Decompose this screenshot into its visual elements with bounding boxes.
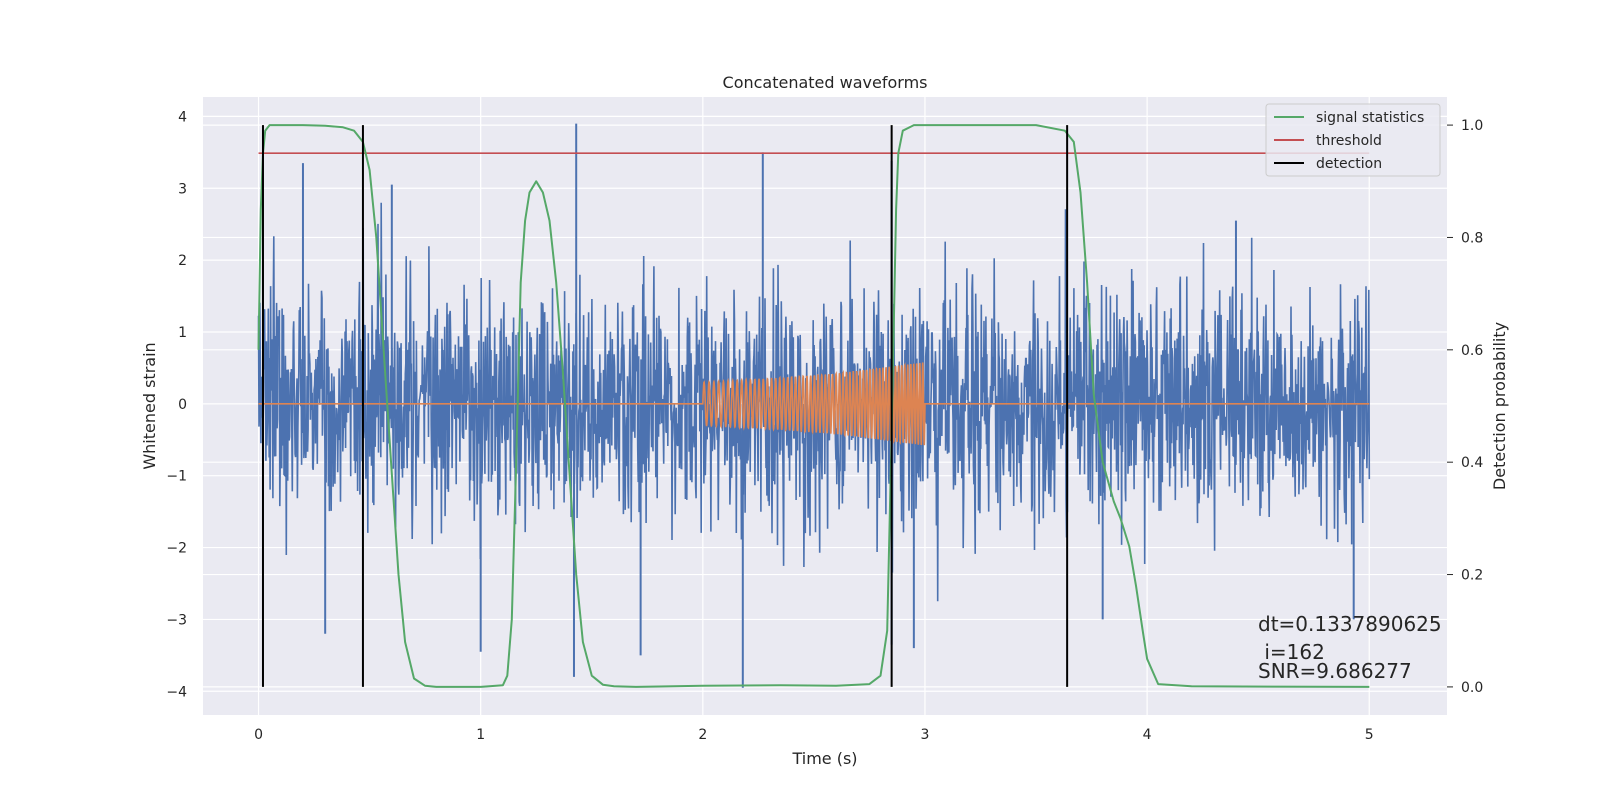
y2-tick-label: 1.0 <box>1461 118 1483 134</box>
x-tick-label: 3 <box>921 727 930 743</box>
injected-series <box>258 362 1370 446</box>
y2-tick-label: 0.4 <box>1461 455 1483 471</box>
y-tick-label: 2 <box>178 253 187 269</box>
axes: 0 1 2 3 4 5 −4 −3 −2 −1 0 1 2 3 4 0.0 0.2 0.4 0.6 0.8 1.0 <box>166 109 1483 743</box>
chart-title: Concatenated waveforms <box>723 73 928 92</box>
x-tick-label: 1 <box>476 727 485 743</box>
x-tick-label: 4 <box>1143 727 1152 743</box>
y2-tick-label: 0.0 <box>1461 680 1483 696</box>
signal-statistics-series <box>257 124 1370 688</box>
x-tick-label: 2 <box>698 727 707 743</box>
legend-box <box>1265 103 1441 177</box>
y-tick-label: 1 <box>178 325 187 341</box>
y2-tick-label: 0.8 <box>1461 230 1483 246</box>
legend-label-threshold: threshold <box>1316 133 1382 149</box>
y-tick-label: −2 <box>166 541 187 557</box>
legend: signal statistics threshold detection <box>1265 103 1441 177</box>
y-tick-label: 3 <box>178 181 187 197</box>
annotation-dt: dt=0.1337890625 <box>1258 612 1442 636</box>
y-tick-label: −1 <box>166 469 187 485</box>
x-tick-label: 0 <box>254 727 263 743</box>
y-tick-label: 4 <box>178 109 187 125</box>
y2-tick-label: 0.6 <box>1461 343 1483 359</box>
y-tick-label: −3 <box>166 612 187 628</box>
legend-label-detection: detection <box>1316 156 1382 172</box>
y-tick-label: 0 <box>178 397 187 413</box>
y-tick-label: −4 <box>166 684 187 700</box>
y2-axis-label: Detection probability <box>1490 322 1509 490</box>
annotation-snr: SNR=9.686277 <box>1258 659 1412 683</box>
x-axis-label: Time (s) <box>791 749 857 768</box>
y-axis-label: Whitened strain <box>140 342 159 469</box>
injected-line <box>258 362 1370 446</box>
annotation-index: i=162 <box>1258 640 1325 664</box>
x-tick-label: 5 <box>1365 727 1374 743</box>
signal-statistics-line <box>257 124 1370 688</box>
legend-label-signal-statistics: signal statistics <box>1316 110 1424 126</box>
y2-tick-label: 0.2 <box>1461 568 1483 584</box>
detection-series <box>261 125 1069 687</box>
